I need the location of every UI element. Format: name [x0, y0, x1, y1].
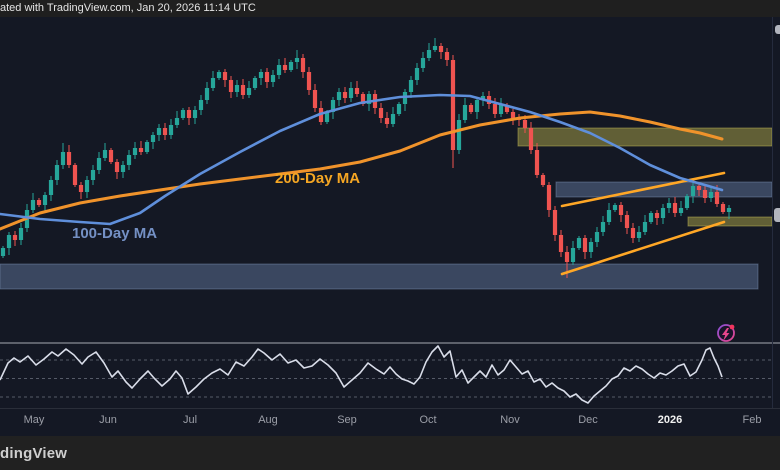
support-zone-major: [0, 263, 759, 290]
x-axis-label-feb: Feb: [742, 414, 762, 426]
x-axis-label-nov: Nov: [500, 414, 520, 426]
attribution-bar: ated with TradingView.com, Jan 20, 2026 …: [0, 0, 780, 17]
x-axis-label-jun: Jun: [99, 414, 117, 426]
x-axis-label-sep: Sep: [337, 414, 357, 426]
plot-right-edge: [772, 17, 773, 408]
channel-line-lower: [560, 220, 726, 276]
axis-separator: [0, 408, 780, 409]
x-axis-label-may: May: [23, 414, 45, 426]
x-axis-label-dec: Dec: [578, 414, 598, 426]
support-zone-small: [687, 216, 773, 227]
candles: [0, 38, 732, 278]
resistance-zone-upper: [517, 127, 773, 147]
right-edge-tag-mid: [774, 208, 780, 222]
pane-separator: [0, 342, 780, 344]
right-edge-tag-top: [775, 25, 780, 34]
x-axis-label-oct: Oct: [419, 414, 437, 426]
ma200-label: 200-Day MA: [275, 170, 361, 187]
ma200-line: [0, 110, 724, 231]
ma100-label: 100-Day MA: [72, 225, 158, 242]
rsi-line: [0, 345, 723, 404]
channel-line-upper: [560, 171, 726, 208]
ma100-line: [0, 93, 724, 226]
x-axis-label-2026: 2026: [657, 414, 683, 426]
x-axis-label-aug: Aug: [258, 414, 278, 426]
attribution-text: ated with TradingView.com, Jan 20, 2026 …: [0, 2, 256, 14]
cryptopotato-watermark-icon: [717, 324, 735, 342]
tradingview-logo-text: dingView: [0, 444, 68, 462]
logo-bar: dingView: [0, 436, 780, 470]
price-chart: [0, 38, 773, 404]
x-axis-label-jul: Jul: [182, 414, 198, 426]
